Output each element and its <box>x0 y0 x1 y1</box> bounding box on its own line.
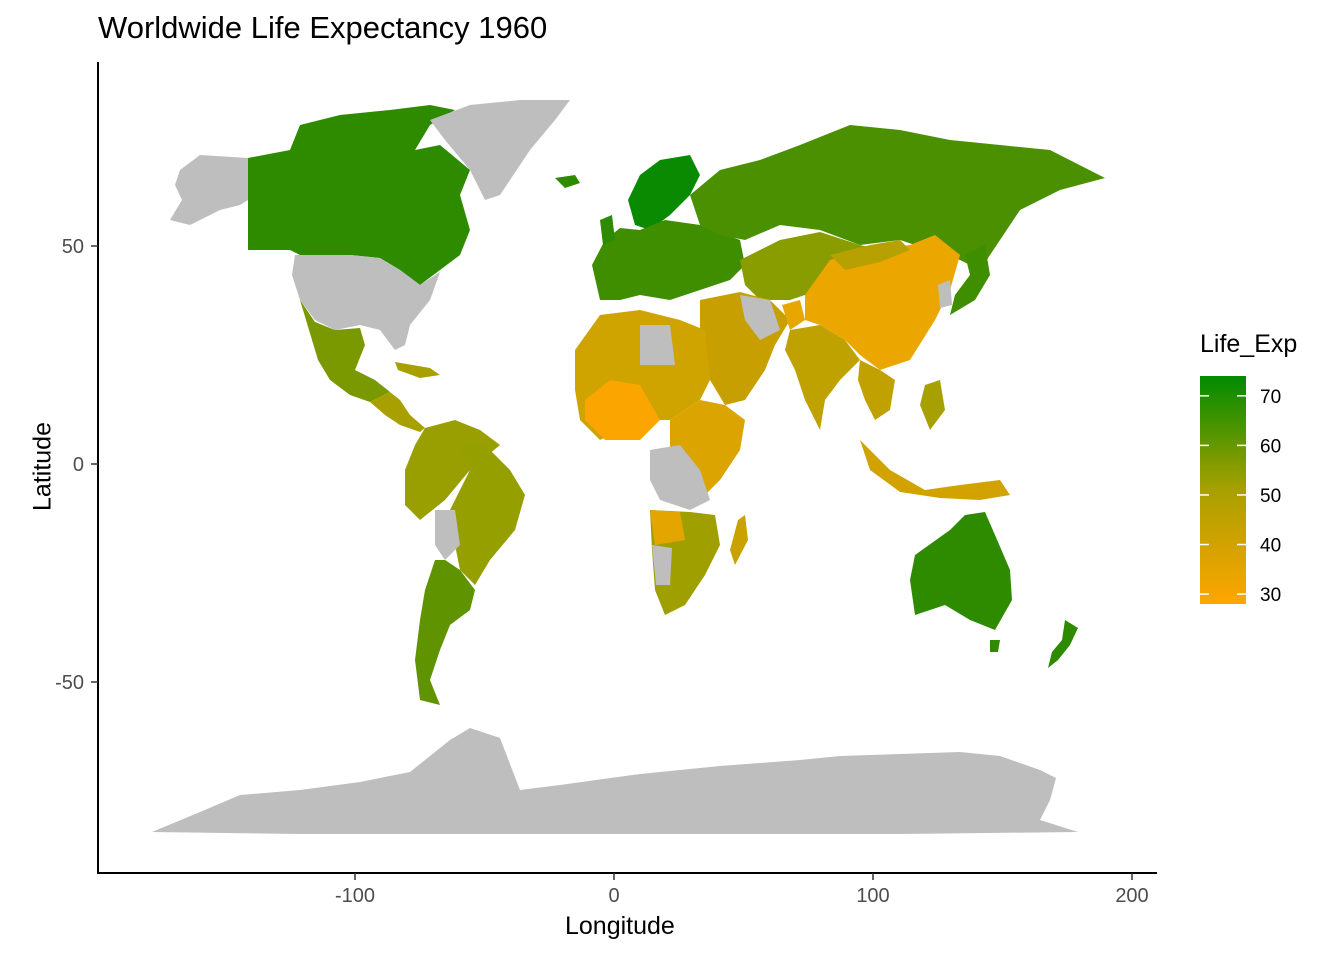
legend-tick-label: 50 <box>1260 486 1281 507</box>
region-philippines <box>920 380 945 430</box>
region-japan <box>950 245 990 315</box>
region-iceland <box>555 175 580 188</box>
region-mexico <box>300 300 390 402</box>
region-southeast-asia <box>858 360 895 420</box>
region-libya <box>640 325 675 365</box>
legend-title: Life_Exp <box>1200 330 1298 358</box>
x-tick-label: 0 <box>608 885 619 907</box>
y-axis-label: Latitude <box>28 422 57 511</box>
region-madagascar <box>730 515 748 565</box>
chart-title: Worldwide Life Expectancy 1960 <box>98 10 548 45</box>
region-australia <box>910 512 1012 630</box>
region-caribbean <box>395 362 440 378</box>
legend-tick-label: 30 <box>1260 585 1281 606</box>
region-europe <box>592 220 745 300</box>
region-argentina <box>415 560 475 705</box>
x-tick-label: 100 <box>856 885 889 907</box>
x-tick-label: 200 <box>1115 885 1148 907</box>
region-scandinavia <box>628 155 700 230</box>
region-greenland <box>430 100 570 200</box>
y-tick-label: 0 <box>73 454 84 476</box>
region-congo <box>650 445 710 510</box>
region-west-africa <box>585 380 660 440</box>
legend-tick-label: 60 <box>1260 436 1281 457</box>
region-tasmania <box>990 640 1000 652</box>
region-central-asia <box>740 232 880 300</box>
region-canada <box>248 105 470 285</box>
region-angola <box>650 510 685 545</box>
region-antarctica <box>152 728 1078 834</box>
region-afghanistan <box>782 300 805 330</box>
region-india <box>785 325 860 430</box>
region-alaska <box>170 155 248 225</box>
region-iran <box>740 295 780 340</box>
legend-colorbar <box>1200 376 1246 604</box>
region-bolivia <box>435 510 460 560</box>
region-namibia <box>652 545 672 585</box>
region-mongolia <box>830 240 910 270</box>
x-axis-label: Longitude <box>565 912 675 940</box>
region-korea <box>938 280 952 308</box>
x-tick-label: -100 <box>335 885 375 907</box>
legend-tick-label: 70 <box>1260 387 1281 408</box>
y-tick-label: -50 <box>55 672 84 694</box>
region-russia <box>690 125 1105 270</box>
region-indonesia <box>860 440 1010 500</box>
legend-tick-label: 40 <box>1260 536 1281 557</box>
region-central-america <box>370 392 425 432</box>
y-tick-label: 50 <box>62 236 84 258</box>
region-brazil <box>445 440 525 585</box>
region-uk <box>600 215 615 245</box>
region-usa <box>292 255 440 350</box>
region-new-zealand <box>1048 620 1078 668</box>
